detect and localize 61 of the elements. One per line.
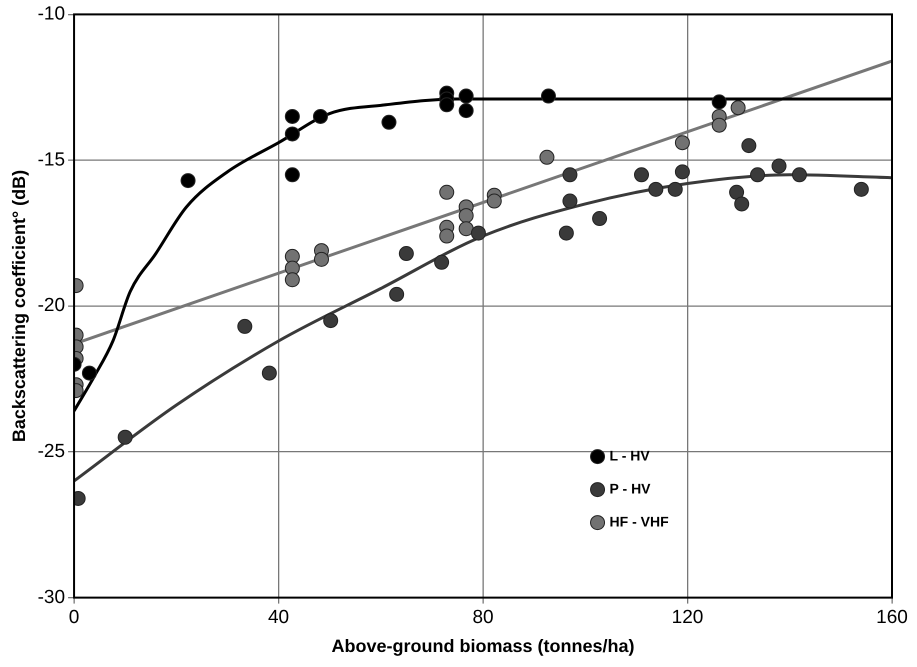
point (730, 100, 746, 116)
point (458, 208, 474, 224)
x-tick-label: 0 (68, 607, 80, 628)
y-axis-title: Backscattering coefficient° (dB) (8, 170, 29, 442)
x-tick-label: 120 (672, 607, 704, 628)
point (486, 194, 502, 209)
point (854, 182, 869, 197)
point (314, 252, 329, 267)
point (458, 88, 474, 104)
point (562, 167, 578, 182)
point (381, 114, 396, 130)
point (729, 184, 744, 200)
point (82, 366, 97, 381)
point (439, 97, 454, 112)
point (262, 366, 277, 381)
y-tick-label: -20 (38, 295, 66, 316)
point (648, 182, 664, 197)
point (434, 254, 450, 270)
y-tick-label: -25 (38, 441, 66, 462)
point (540, 88, 556, 104)
point (674, 135, 690, 150)
point (772, 158, 787, 174)
legend-label: P - HV (610, 480, 652, 496)
point (558, 226, 574, 241)
point (180, 173, 196, 188)
y-tick-label: -30 (38, 586, 66, 608)
point (539, 150, 554, 165)
point (712, 94, 727, 110)
point (284, 167, 300, 182)
y-tick-label: -10 (38, 4, 66, 25)
point (674, 164, 690, 180)
point (741, 138, 756, 154)
legend-label: L - HV (610, 447, 650, 464)
point (237, 318, 252, 334)
point (562, 194, 578, 209)
legend-label: HF - VHF (610, 513, 670, 530)
point (284, 272, 300, 288)
point (458, 221, 474, 236)
point (284, 108, 300, 124)
point (439, 228, 454, 244)
point (668, 182, 683, 197)
point (439, 184, 454, 200)
point (712, 118, 727, 133)
x-tick-label: 40 (268, 607, 290, 628)
point (118, 430, 133, 445)
point (323, 313, 338, 328)
point (470, 226, 486, 241)
point (592, 211, 608, 226)
point (312, 108, 328, 124)
point (734, 196, 750, 212)
x-tick-label: 160 (876, 607, 908, 628)
y-tick-label: -15 (38, 149, 66, 170)
point (398, 246, 414, 262)
point (750, 167, 766, 182)
point (389, 286, 404, 302)
point (634, 167, 650, 182)
x-tick-label: 80 (472, 607, 494, 628)
point (792, 167, 807, 182)
point (458, 103, 474, 118)
x-axis-title: Above-ground biomass (tonnes/ha) (332, 636, 635, 656)
point (284, 126, 300, 142)
